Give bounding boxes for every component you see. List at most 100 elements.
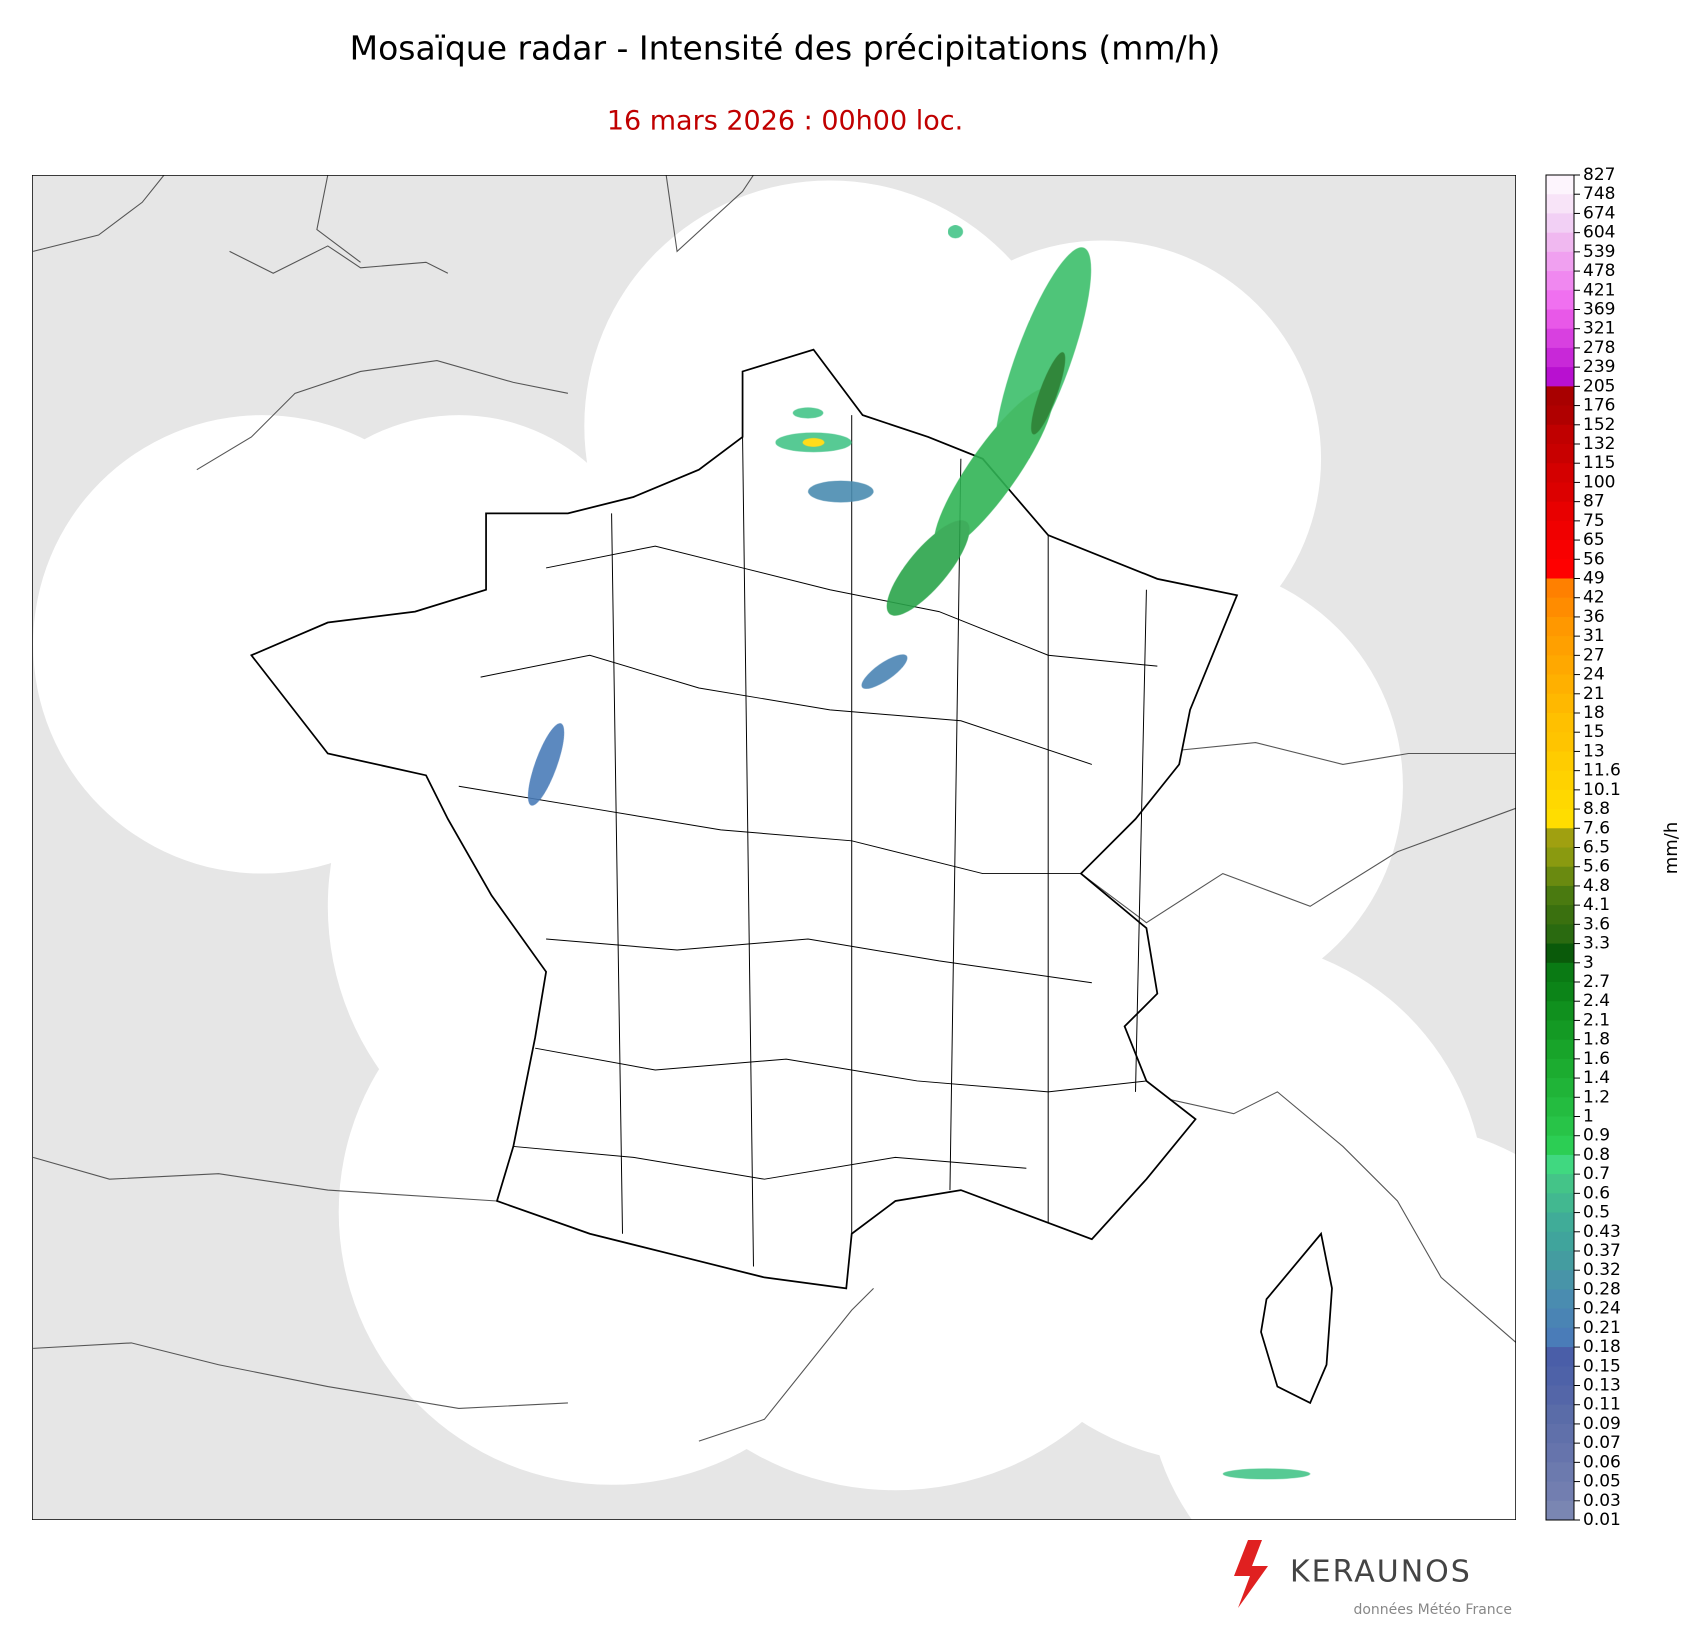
colorbar-tick-label: 0.05 bbox=[1583, 1472, 1621, 1492]
colorbar-segment bbox=[1546, 713, 1574, 733]
logo: KERAUNOS données Météo France bbox=[1234, 1540, 1512, 1618]
colorbar-tick-label: 369 bbox=[1583, 300, 1615, 320]
colorbar-tick-label: 1 bbox=[1583, 1107, 1594, 1127]
colorbar-segment bbox=[1546, 1347, 1574, 1367]
title: Mosaïque radar - Intensité des précipita… bbox=[350, 29, 1221, 68]
colorbar-segment bbox=[1546, 770, 1574, 791]
colorbar-tick-label: 1.8 bbox=[1583, 1030, 1610, 1050]
colorbar-tick-label: 0.32 bbox=[1583, 1260, 1621, 1280]
department-borders bbox=[458, 415, 1158, 1267]
colorbar-tick-label: 0.7 bbox=[1583, 1164, 1610, 1184]
colorbar: 8277486746045394784213693212782392051761… bbox=[1545, 165, 1621, 1530]
colorbar-segment bbox=[1546, 444, 1574, 464]
colorbar-segment bbox=[1546, 1462, 1574, 1483]
colorbar-tick-label: 1.6 bbox=[1583, 1049, 1610, 1069]
colorbar-tick-label: 0.37 bbox=[1583, 1241, 1621, 1261]
colorbar-tick-label: 0.43 bbox=[1583, 1222, 1621, 1242]
colorbar-segment bbox=[1546, 328, 1574, 349]
colorbar-segment bbox=[1546, 809, 1574, 829]
colorbar-tick-label: 42 bbox=[1583, 588, 1605, 608]
colorbar-segment bbox=[1546, 847, 1574, 868]
colorbar-segment bbox=[1546, 1423, 1574, 1444]
colorbar-segment bbox=[1546, 1270, 1574, 1290]
colorbar-tick-label: 0.15 bbox=[1583, 1356, 1621, 1376]
colorbar-tick-label: 49 bbox=[1583, 569, 1605, 589]
colorbar-segment bbox=[1546, 1020, 1574, 1041]
colorbar-tick-label: 0.01 bbox=[1583, 1510, 1621, 1530]
colorbar-segment bbox=[1546, 1154, 1574, 1175]
colorbar-segment bbox=[1546, 213, 1574, 234]
colorbar-segment bbox=[1546, 1193, 1574, 1214]
colorbar-segment bbox=[1546, 251, 1574, 272]
colorbar-tick-label: 27 bbox=[1583, 645, 1605, 665]
colorbar-segment bbox=[1546, 1251, 1574, 1271]
colorbar-tick-label: 21 bbox=[1583, 684, 1605, 704]
colorbar-segment bbox=[1546, 866, 1574, 887]
colorbar-tick-label: 748 bbox=[1583, 184, 1615, 204]
colorbar-tick-label: 36 bbox=[1583, 607, 1605, 627]
colorbar-segment bbox=[1546, 1097, 1574, 1117]
colorbar-tick-label: 18 bbox=[1583, 703, 1605, 723]
colorbar-segment bbox=[1546, 347, 1574, 368]
colorbar-segment bbox=[1546, 1404, 1574, 1425]
colorbar-segment bbox=[1546, 1443, 1574, 1463]
colorbar-segment bbox=[1546, 290, 1574, 310]
colorbar-tick-label: 7.6 bbox=[1583, 818, 1610, 838]
colorbar-tick-label: 87 bbox=[1583, 492, 1605, 512]
colorbar-segment bbox=[1546, 1481, 1574, 1502]
colorbar-segment bbox=[1546, 424, 1574, 445]
colorbar-segment bbox=[1546, 732, 1574, 752]
colorbar-tick-label: 0.8 bbox=[1583, 1145, 1610, 1165]
colorbar-segment bbox=[1546, 578, 1574, 599]
colorbar-tick-label: 0.13 bbox=[1583, 1376, 1621, 1396]
colorbar-segment bbox=[1546, 540, 1574, 560]
colorbar-tick-label: 0.28 bbox=[1583, 1279, 1621, 1299]
colorbar-tick-label: 31 bbox=[1583, 626, 1605, 646]
radar-coverage bbox=[32, 175, 1516, 1520]
colorbar-segment bbox=[1546, 1135, 1574, 1156]
colorbar-segment bbox=[1546, 597, 1574, 618]
colorbar-segment bbox=[1546, 175, 1574, 195]
logo-credit: données Météo France bbox=[1353, 1602, 1512, 1618]
coastlines bbox=[32, 175, 1516, 1442]
colorbar-tick-label: 478 bbox=[1583, 261, 1615, 281]
colorbar-segment bbox=[1546, 1039, 1574, 1060]
colorbar-segment bbox=[1546, 194, 1574, 214]
colorbar-tick-label: 0.07 bbox=[1583, 1433, 1621, 1453]
colorbar-tick-label: 75 bbox=[1583, 511, 1605, 531]
colorbar-segment bbox=[1546, 463, 1574, 483]
colorbar-tick-label: 674 bbox=[1583, 203, 1615, 223]
colorbar-tick-label: 0.18 bbox=[1583, 1337, 1621, 1357]
colorbar-segment bbox=[1546, 1174, 1574, 1194]
colorbar-segment bbox=[1546, 1001, 1574, 1021]
colorbar-tick-label: 239 bbox=[1583, 357, 1615, 377]
colorbar-tick-label: 0.09 bbox=[1583, 1414, 1621, 1434]
colorbar-tick-label: 176 bbox=[1583, 396, 1615, 416]
map bbox=[32, 175, 1516, 1520]
colorbar-tick-label: 1.2 bbox=[1583, 1087, 1610, 1107]
colorbar-tick-label: 0.9 bbox=[1583, 1126, 1610, 1146]
colorbar-segment bbox=[1546, 751, 1574, 772]
colorbar-segment bbox=[1546, 367, 1574, 387]
colorbar-tick-label: 10.1 bbox=[1583, 780, 1621, 800]
colorbar-tick-label: 0.11 bbox=[1583, 1395, 1621, 1415]
colorbar-segment bbox=[1546, 1385, 1574, 1406]
colorbar-segment bbox=[1546, 905, 1574, 925]
colorbar-tick-label: 2.1 bbox=[1583, 1010, 1610, 1030]
colorbar-tick-label: 278 bbox=[1583, 338, 1615, 358]
colorbar-tick-label: 4.8 bbox=[1583, 876, 1610, 896]
colorbar-tick-label: 115 bbox=[1583, 453, 1615, 473]
colorbar-tick-label: 152 bbox=[1583, 415, 1615, 435]
colorbar-tick-label: 539 bbox=[1583, 242, 1615, 262]
colorbar-segment bbox=[1546, 1308, 1574, 1329]
colorbar-segment bbox=[1546, 1500, 1574, 1521]
colorbar-segment bbox=[1546, 309, 1574, 330]
colorbar-segment bbox=[1546, 405, 1574, 426]
colorbar-tick-label: 132 bbox=[1583, 434, 1615, 454]
colorbar-segment bbox=[1546, 616, 1574, 637]
colorbar-tick-label: 11.6 bbox=[1583, 761, 1621, 781]
colorbar-segment bbox=[1546, 943, 1574, 964]
colorbar-segment bbox=[1546, 1366, 1574, 1386]
colorbar-tick-label: 65 bbox=[1583, 530, 1605, 550]
